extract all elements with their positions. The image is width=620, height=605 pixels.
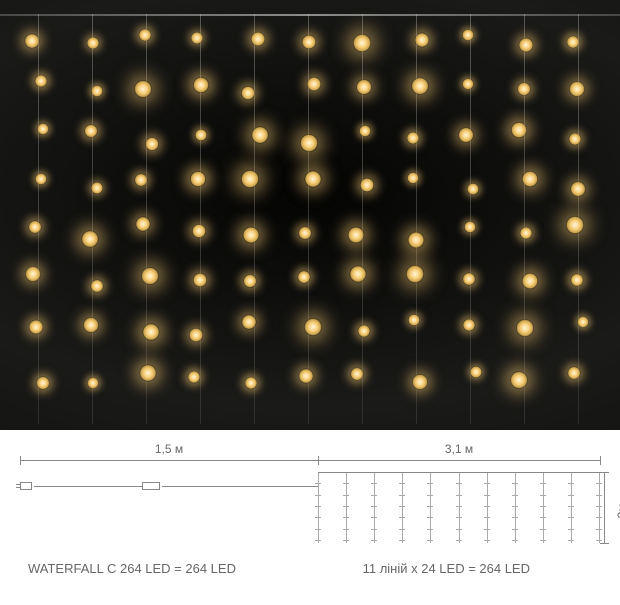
schematic-led-tick bbox=[568, 529, 574, 530]
schematic-led-tick bbox=[512, 517, 518, 518]
schematic-led-tick bbox=[456, 506, 462, 507]
schematic-led-tick bbox=[540, 517, 546, 518]
light-strand bbox=[146, 14, 147, 424]
dim-cap bbox=[600, 472, 609, 473]
schematic-led-tick bbox=[540, 529, 546, 530]
schematic-led-tick bbox=[484, 506, 490, 507]
light-strand bbox=[578, 14, 579, 424]
light-strand bbox=[38, 14, 39, 424]
caption-right: 11 ліній х 24 LED = 264 LED bbox=[363, 561, 530, 576]
top-dimensions: 1,5 м 3,1 м bbox=[20, 446, 600, 464]
cable-segment bbox=[162, 486, 318, 487]
schematic-led-tick bbox=[399, 517, 405, 518]
light-strand bbox=[362, 14, 363, 424]
schematic-led-tick bbox=[512, 529, 518, 530]
light-strand bbox=[200, 14, 201, 424]
schematic-led-tick bbox=[484, 517, 490, 518]
schematic-led-tick bbox=[568, 517, 574, 518]
dim-line-right bbox=[318, 460, 600, 461]
dim-line-left bbox=[20, 460, 318, 461]
schematic-led-tick bbox=[371, 506, 377, 507]
schematic-led-tick bbox=[371, 540, 377, 541]
schematic-led-tick bbox=[456, 483, 462, 484]
schematic-led-tick bbox=[343, 529, 349, 530]
caption-row: WATERFALL С 264 LED = 264 LED 11 ліній х… bbox=[0, 561, 620, 576]
light-strand bbox=[416, 14, 417, 424]
schematic-led-tick bbox=[371, 517, 377, 518]
dim-cap bbox=[600, 543, 609, 544]
schematic-led-tick bbox=[512, 483, 518, 484]
curtain-schematic bbox=[318, 472, 600, 544]
photo-background bbox=[0, 0, 620, 430]
schematic-led-tick bbox=[427, 540, 433, 541]
connector-icon bbox=[142, 482, 160, 490]
wiring-diagram: 1,5 м 3,1 м 2м bbox=[0, 438, 620, 553]
dim-cap bbox=[600, 456, 601, 465]
light-strand bbox=[524, 14, 525, 424]
schematic-led-tick bbox=[427, 506, 433, 507]
schematic-led-tick bbox=[315, 540, 321, 541]
dim-label-right: 3,1 м bbox=[445, 442, 473, 456]
light-strand bbox=[92, 14, 93, 424]
plug-icon bbox=[20, 482, 32, 490]
schematic-led-tick bbox=[427, 529, 433, 530]
schematic-led-tick bbox=[456, 495, 462, 496]
schematic-led-tick bbox=[399, 506, 405, 507]
schematic-led-tick bbox=[343, 506, 349, 507]
schematic-led-tick bbox=[484, 540, 490, 541]
schematic-led-tick bbox=[315, 506, 321, 507]
top-wire bbox=[0, 14, 620, 16]
schematic-led-tick bbox=[427, 517, 433, 518]
schematic-led-tick bbox=[315, 495, 321, 496]
schematic-led-tick bbox=[427, 483, 433, 484]
schematic-led-tick bbox=[343, 495, 349, 496]
caption-left: WATERFALL С 264 LED = 264 LED bbox=[28, 561, 236, 576]
schematic-led-tick bbox=[315, 517, 321, 518]
schematic-led-tick bbox=[456, 517, 462, 518]
schematic-led-tick bbox=[399, 540, 405, 541]
schematic-led-tick bbox=[540, 506, 546, 507]
height-dimension bbox=[596, 472, 614, 544]
schematic-led-tick bbox=[371, 483, 377, 484]
light-strand bbox=[254, 14, 255, 424]
schematic-led-tick bbox=[343, 483, 349, 484]
schematic-led-tick bbox=[456, 529, 462, 530]
schematic-led-tick bbox=[343, 517, 349, 518]
schematic-led-tick bbox=[540, 483, 546, 484]
schematic-led-tick bbox=[484, 483, 490, 484]
dim-label-left: 1,5 м bbox=[155, 442, 183, 456]
light-strand bbox=[470, 14, 471, 424]
light-strand bbox=[308, 14, 309, 424]
schematic-led-tick bbox=[343, 540, 349, 541]
schematic-led-tick bbox=[512, 495, 518, 496]
schematic-led-tick bbox=[568, 506, 574, 507]
dim-label-height: 2м bbox=[615, 504, 620, 519]
schematic-led-tick bbox=[512, 506, 518, 507]
dim-cap bbox=[20, 456, 21, 465]
schematic-led-tick bbox=[456, 540, 462, 541]
schematic-led-tick bbox=[568, 483, 574, 484]
schematic-led-tick bbox=[427, 495, 433, 496]
schematic-led-tick bbox=[540, 540, 546, 541]
schematic-led-tick bbox=[399, 483, 405, 484]
schematic-led-tick bbox=[399, 529, 405, 530]
schematic-led-tick bbox=[540, 495, 546, 496]
schematic-led-tick bbox=[371, 495, 377, 496]
schematic-led-tick bbox=[512, 540, 518, 541]
schematic-led-tick bbox=[484, 529, 490, 530]
schematic-led-tick bbox=[484, 495, 490, 496]
schematic-led-tick bbox=[315, 529, 321, 530]
schematic-led-tick bbox=[399, 495, 405, 496]
schematic-led-tick bbox=[315, 483, 321, 484]
schematic-led-tick bbox=[568, 540, 574, 541]
schematic-led-tick bbox=[568, 495, 574, 496]
schematic-led-tick bbox=[371, 529, 377, 530]
cable-segment bbox=[34, 486, 142, 487]
dim-line-vertical bbox=[604, 472, 605, 544]
product-photo bbox=[0, 0, 620, 430]
